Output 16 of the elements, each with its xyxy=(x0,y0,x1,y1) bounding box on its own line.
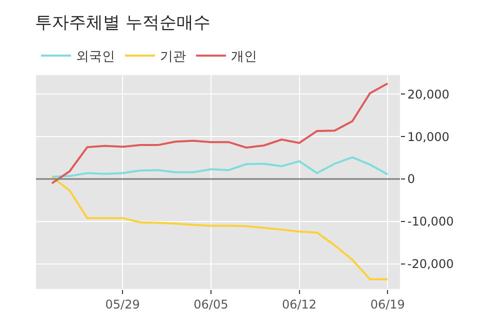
x-tick-label: 06/12 xyxy=(282,297,317,312)
chart-title: 투자주체별 누적순매수 xyxy=(35,13,210,34)
x-tick-label: 06/05 xyxy=(194,297,228,312)
line-series xyxy=(50,176,389,280)
y-tick-label: -20,000 xyxy=(407,257,454,272)
y-tick-label: 20,000 xyxy=(407,87,450,102)
y-tick-label: 0 xyxy=(407,172,416,186)
y-tick-label: -10,000 xyxy=(407,214,454,229)
line-series xyxy=(50,82,389,184)
y-tick-label: 10,000 xyxy=(407,130,450,144)
x-tick-label: 05/29 xyxy=(105,297,140,312)
line-series xyxy=(50,156,389,178)
legend-label: 외국인 xyxy=(76,50,115,65)
x-tick-label: 06/19 xyxy=(370,297,405,312)
legend-label: 기관 xyxy=(160,50,186,65)
legend-label: 개인 xyxy=(231,50,257,65)
